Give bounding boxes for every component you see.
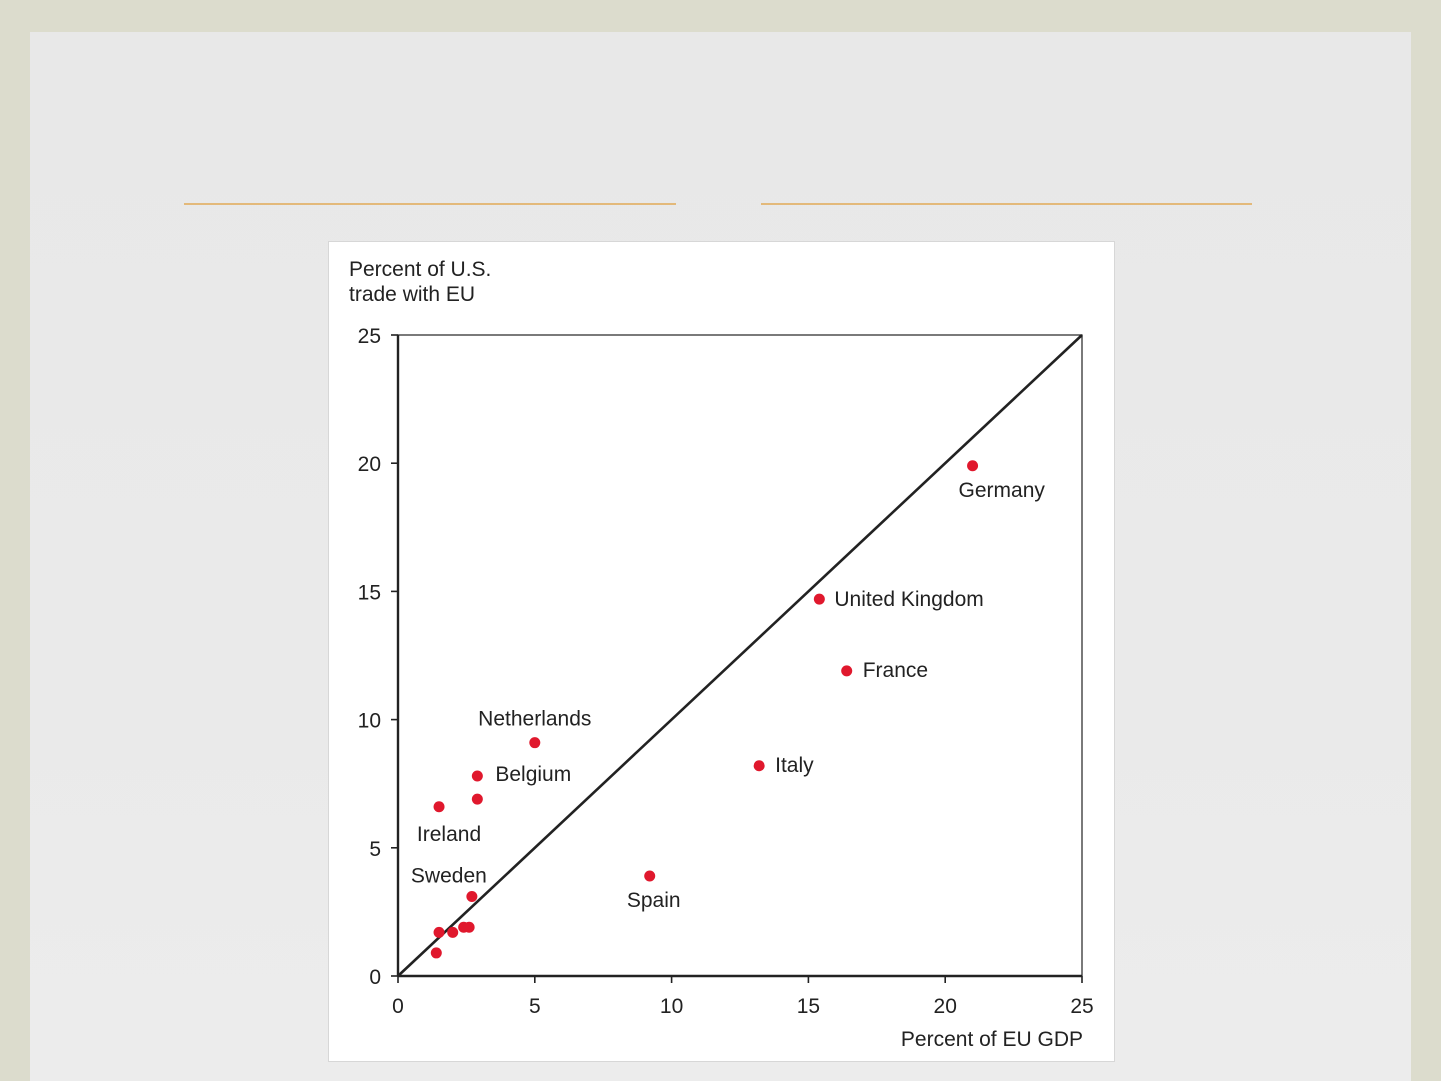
y-tick-label: 0 — [369, 966, 381, 989]
data-points — [430, 460, 979, 959]
x-tick-label: 0 — [392, 995, 404, 1018]
x-tick-label: 25 — [1070, 995, 1093, 1018]
data-point — [471, 770, 483, 782]
data-point — [433, 801, 445, 813]
point-label: France — [863, 659, 928, 682]
x-tick-label: 20 — [934, 995, 957, 1018]
chart-panel: Percent of U.S. trade with EU Percent of… — [328, 241, 1115, 1062]
scatter-chart: Percent of U.S. trade with EU Percent of… — [349, 258, 1094, 1051]
y-axis-title-line-1: Percent of U.S. — [349, 258, 491, 281]
x-tick-label: 10 — [660, 995, 683, 1018]
left-title-rule — [184, 203, 676, 205]
y-tick-label: 15 — [358, 581, 381, 604]
data-point — [753, 760, 765, 772]
x-tick-label: 5 — [529, 995, 541, 1018]
y-tick-label: 25 — [358, 325, 381, 348]
y-tick-label: 5 — [369, 838, 381, 861]
data-point — [813, 593, 825, 605]
point-label: Spain — [627, 889, 681, 912]
data-point — [644, 870, 656, 882]
point-label: Netherlands — [478, 708, 591, 731]
point-label: Ireland — [417, 823, 481, 846]
data-point — [967, 460, 979, 472]
point-label: Belgium — [495, 763, 571, 786]
data-point — [471, 793, 483, 805]
data-point — [841, 665, 853, 677]
point-label: Sweden — [411, 865, 487, 888]
point-label: United Kingdom — [834, 588, 983, 611]
axis-ticks: 0 5 10 15 20 25 0 5 10 15 20 25 — [358, 325, 1094, 1018]
point-label: Germany — [959, 479, 1046, 502]
data-point — [466, 891, 478, 903]
data-point — [433, 926, 445, 938]
data-point — [529, 737, 541, 749]
reference-45-degree-line — [397, 334, 1083, 977]
data-point — [463, 921, 475, 933]
data-point — [430, 947, 442, 959]
x-axis-title: Percent of EU GDP — [901, 1028, 1083, 1051]
x-tick-label: 15 — [797, 995, 820, 1018]
y-tick-label: 20 — [358, 453, 381, 476]
point-labels: Germany United Kingdom France Italy Netherla… — [411, 479, 1045, 912]
y-axis-title-line-2: trade with EU — [349, 283, 475, 306]
data-point — [447, 926, 459, 938]
right-title-rule — [761, 203, 1252, 205]
point-label: Italy — [775, 754, 814, 777]
y-tick-label: 10 — [358, 710, 381, 733]
